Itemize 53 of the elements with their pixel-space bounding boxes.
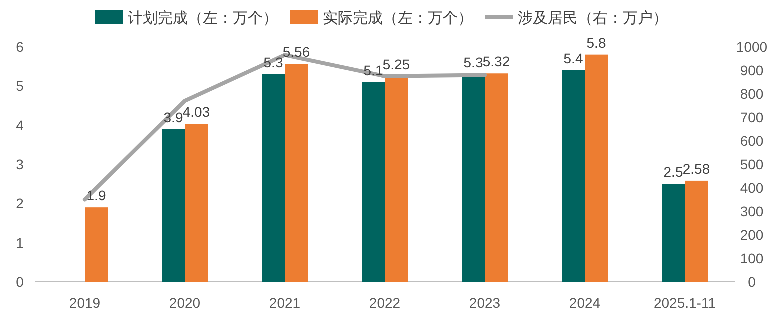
legend-label: 实际完成（左：万个）	[323, 10, 473, 27]
x-tick-label: 2022	[369, 295, 401, 311]
y2-tick-label: 200	[740, 227, 764, 243]
bar	[262, 74, 285, 282]
bar	[162, 129, 185, 282]
x-tick-label: 2020	[169, 295, 201, 311]
data-label: 3.9	[164, 109, 184, 126]
bar	[685, 180, 708, 282]
bar	[585, 54, 608, 282]
bar	[362, 82, 385, 282]
y-tick-label: 4	[16, 117, 24, 134]
bar	[185, 124, 208, 282]
data-label: 5.3	[264, 54, 284, 70]
data-label: 5.1	[364, 62, 384, 78]
y-tick-label: 5	[16, 78, 24, 94]
x-tick-label: 2021	[269, 295, 301, 311]
bar	[562, 70, 585, 282]
bar	[285, 64, 308, 282]
data-label: 2.5	[664, 164, 684, 180]
y2-tick-label: 100	[740, 250, 764, 266]
bar	[485, 74, 508, 282]
data-label: 5.4	[564, 50, 584, 66]
bar	[385, 76, 408, 282]
y-tick-label: 2	[16, 196, 24, 212]
y2-tick-label: 400	[740, 180, 764, 196]
data-label: 5.56	[282, 44, 310, 60]
legend-label: 涉及居民（右：万户）	[518, 10, 668, 27]
legend-label: 计划完成（左：万个）	[128, 10, 278, 27]
data-label: 5.8	[586, 34, 606, 51]
data-label: 2.58	[682, 160, 710, 177]
x-tick-label: 2023	[469, 295, 501, 311]
data-label: 5.32	[482, 54, 510, 70]
y2-tick-label: 500	[740, 156, 764, 172]
y2-tick-label: 900	[740, 62, 764, 78]
data-label: 4.03	[182, 104, 210, 120]
y-tick-label: 1	[16, 234, 24, 251]
data-label: 5.3	[464, 54, 484, 70]
y2-tick-label: 600	[740, 133, 764, 149]
bar	[662, 184, 685, 282]
x-tick-label: 2024	[569, 295, 601, 311]
y-tick-label: 0	[16, 274, 24, 290]
data-label: 1.9	[86, 188, 106, 204]
y2-tick-label: 1000	[736, 39, 768, 55]
y2-tick-label: 800	[740, 86, 764, 102]
y-tick-label: 6	[16, 39, 24, 55]
data-label: 5.25	[382, 56, 410, 72]
x-tick-label: 2019	[69, 295, 101, 311]
y2-tick-label: 300	[740, 204, 764, 220]
x-tick-label: 2025.1-11	[654, 295, 716, 311]
bar	[85, 208, 108, 282]
y-tick-label: 3	[16, 156, 24, 172]
y2-tick-label: 0	[748, 274, 756, 290]
y2-tick-label: 700	[740, 110, 764, 126]
